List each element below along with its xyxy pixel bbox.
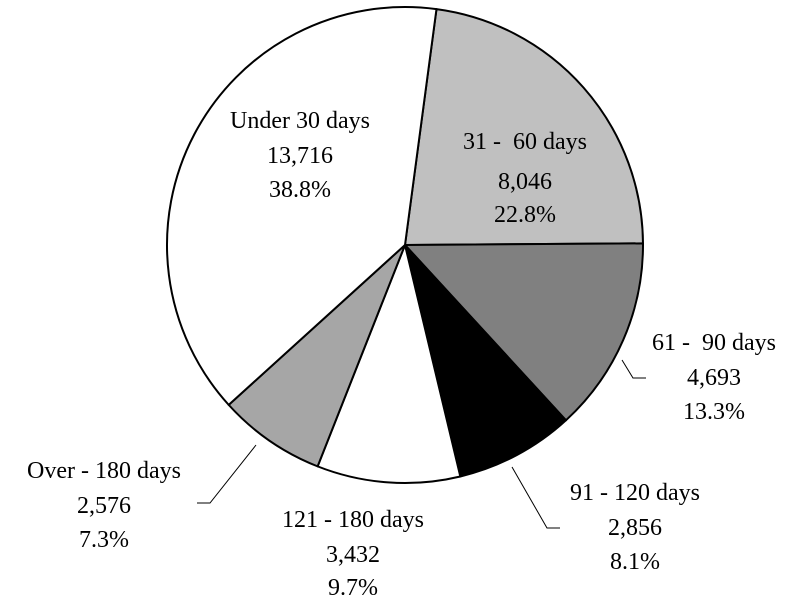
leader-line-61-90-days: [621, 359, 646, 379]
slice-label-value: 2,576: [77, 493, 131, 519]
pie-slice-121-180-days: [316, 244, 462, 484]
pie-slice-61-90-days: [404, 242, 644, 422]
slice-label-name: 91 - 120 days: [570, 480, 700, 506]
pie-slice-under-30-days: [166, 6, 438, 406]
slice-label-name: 61 - 90 days: [652, 330, 776, 356]
pie-slices: [166, 6, 644, 484]
leader-line-over-180-days: [197, 444, 257, 504]
pie-slice-31-60-days: [404, 8, 644, 246]
slice-label-percent: 22.8%: [494, 202, 556, 228]
slice-label-name: Over - 180 days: [27, 458, 181, 484]
slice-label-name: Under 30 days: [230, 108, 370, 134]
slice-label-name: 31 - 60 days: [463, 129, 587, 155]
slice-label-percent: 38.8%: [269, 177, 331, 203]
slice-label-61-90-days: 61 - 90 days 4,693 13.3%: [652, 330, 776, 425]
slice-label-value: 2,856: [608, 515, 662, 541]
slice-label-name: 121 - 180 days: [282, 507, 424, 533]
slice-label-31-60-days: 31 - 60 days 8,046 22.8%: [463, 129, 587, 228]
slice-label-value: 3,432: [326, 542, 380, 568]
slice-label-under-30-days: Under 30 days 13,716 38.8%: [230, 108, 370, 203]
leader-lines: [197, 359, 646, 529]
leader-line-91-120-days: [511, 466, 560, 529]
slice-label-over-180-days: Over - 180 days 2,576 7.3%: [27, 458, 181, 553]
slice-label-value: 4,693: [687, 365, 741, 391]
pie-slice-over-180-days: [227, 244, 406, 468]
slice-label-121-180-days: 121 - 180 days 3,432 9.7%: [282, 507, 424, 600]
slice-label-percent: 7.3%: [79, 527, 129, 553]
slice-label-percent: 9.7%: [328, 575, 378, 600]
slice-label-percent: 13.3%: [683, 399, 745, 425]
pie-slice-91-120-days: [404, 244, 567, 478]
slice-label-91-120-days: 91 - 120 days 2,856 8.1%: [570, 480, 700, 575]
slice-label-value: 8,046: [498, 169, 552, 195]
slice-label-value: 13,716: [267, 143, 333, 169]
slice-label-percent: 8.1%: [610, 549, 660, 575]
